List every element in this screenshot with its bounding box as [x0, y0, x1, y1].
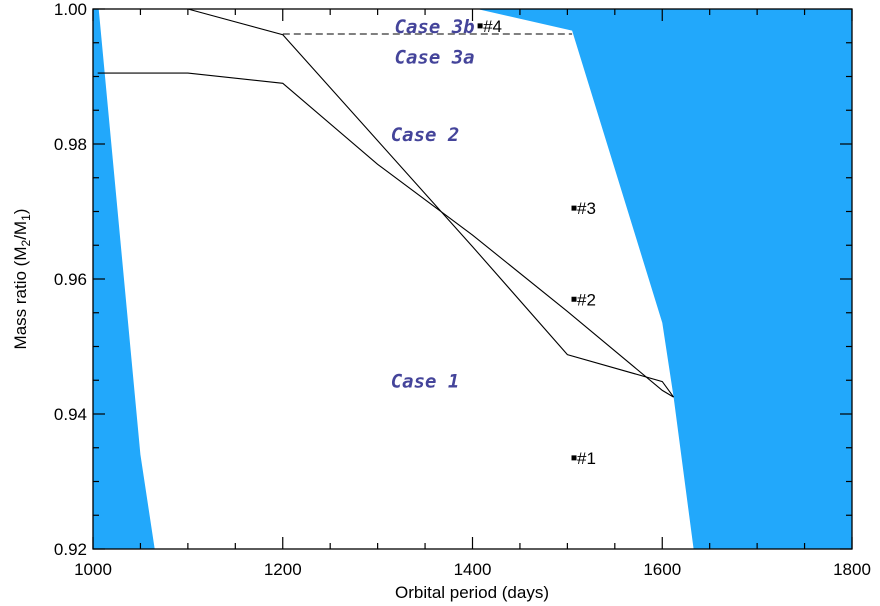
excluded-regions [93, 9, 852, 549]
case-label: Case 3a [395, 46, 475, 68]
y-tick-label: 0.96 [54, 270, 87, 289]
y-tick-label: 0.98 [54, 135, 87, 154]
x-tick-label: 1000 [74, 560, 112, 579]
boundary-line-2 [97, 72, 674, 398]
data-point-marker [477, 23, 483, 29]
data-point-marker [571, 296, 577, 302]
boundary-line-1 [187, 8, 675, 398]
y-axis-title-suffix: ) [11, 209, 30, 215]
y-tick-labels: 0.92 0.94 0.96 0.98 1.00 [54, 0, 87, 559]
data-point-marker [571, 205, 577, 211]
y-tick-label: 0.94 [54, 405, 87, 424]
excluded-region-2 [187, 9, 852, 549]
data-point-marker [571, 455, 577, 461]
x-tick-label: 1600 [643, 560, 681, 579]
y-tick-label: 1.00 [54, 0, 87, 19]
y-tick-label: 0.92 [54, 540, 87, 559]
data-point-label: #3 [577, 199, 596, 218]
case-label: Case 3b [395, 16, 475, 38]
x-tick-label: 1200 [264, 560, 302, 579]
case-label: Case 1 [391, 370, 460, 392]
y-axis-title-prefix: Mass ratio (M [11, 246, 30, 349]
y-axis-title: Mass ratio (M2/M1) [11, 209, 33, 350]
y-axis-title-sub2: 1 [19, 214, 33, 221]
x-axis-title: Orbital period (days) [395, 583, 549, 602]
boundary-lines [97, 8, 675, 398]
data-point-label: #4 [483, 17, 502, 36]
data-point-label: #1 [577, 449, 596, 468]
data-point-label: #2 [577, 290, 596, 309]
y-axis-title-mid: /M [11, 221, 30, 240]
data-points: #1 #2 #3 #4 [477, 17, 596, 468]
y-axis-title-sub1: 2 [19, 239, 33, 246]
x-tick-label: 1400 [454, 560, 492, 579]
x-tick-label: 1800 [833, 560, 871, 579]
excluded-region-1 [93, 9, 155, 549]
case-label: Case 2 [391, 124, 460, 146]
x-tick-labels: 1000 1200 1400 1600 1800 [74, 560, 871, 579]
case-labels: Case 3b Case 3a Case 2 Case 1 [391, 16, 475, 392]
axis-ticks [92, 8, 853, 550]
